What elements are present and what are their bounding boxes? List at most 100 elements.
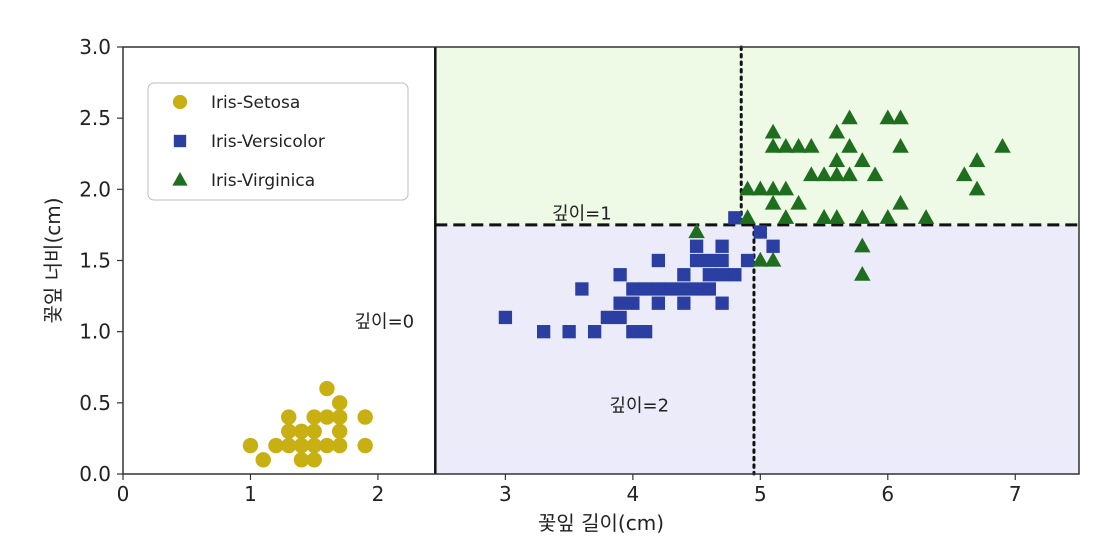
depth-label-2: 깊이=2: [609, 396, 669, 417]
point-triangle-33: [956, 166, 973, 182]
point-circle-18: [331, 409, 348, 425]
point-triangle-29: [892, 194, 909, 210]
point-triangle-18: [828, 209, 846, 224]
point-square-17: [664, 282, 678, 296]
point-square-22: [689, 253, 704, 268]
point-square-32: [753, 225, 767, 239]
point-circle-4: [281, 423, 297, 439]
y-tick-label: 1.5: [79, 249, 111, 273]
point-triangle-15: [803, 137, 820, 153]
point-triangle-30: [892, 137, 909, 153]
point-triangle-1: [739, 209, 756, 224]
series-iris-virginica: [688, 109, 1011, 281]
point-square-3: [575, 282, 589, 296]
depth-label-0: 깊이=0: [354, 312, 414, 333]
point-triangle-41: [777, 209, 795, 224]
y-axis-label: 꽃잎 너비(cm): [41, 197, 65, 323]
y-tick-label: 3.0: [79, 35, 111, 59]
point-circle-12: [306, 409, 322, 425]
point-circle-15: [319, 380, 335, 397]
point-triangle-7: [764, 180, 782, 196]
point-triangle-23: [841, 109, 858, 125]
point-square-25: [702, 253, 716, 268]
legend-marker-triangle: [172, 171, 188, 186]
point-triangle-22: [841, 137, 858, 153]
point-square-29: [728, 268, 742, 282]
point-circle-10: [306, 437, 322, 454]
point-triangle-11: [777, 137, 795, 153]
point-circle-14: [319, 409, 335, 425]
y-tick-label: 1.0: [79, 320, 111, 344]
point-triangle-24: [854, 266, 871, 281]
point-circle-21: [357, 409, 373, 425]
legend-box: [147, 82, 409, 201]
point-triangle-9: [764, 123, 782, 139]
point-triangle-14: [803, 166, 820, 182]
point-triangle-26: [854, 152, 871, 167]
point-triangle-17: [815, 166, 833, 182]
point-circle-17: [331, 423, 348, 439]
point-circle-9: [306, 452, 322, 468]
point-square-14: [651, 296, 666, 310]
x-tick-label: 6: [881, 482, 894, 506]
point-square-19: [677, 282, 691, 296]
y-tick-label: 2.0: [79, 177, 111, 201]
point-triangle-2: [739, 180, 756, 196]
point-triangle-38: [866, 166, 884, 182]
point-square-11: [626, 282, 640, 296]
point-square-9: [626, 325, 640, 339]
point-circle-3: [281, 437, 297, 454]
axis-ticks: 0 1 2 3 4 5 6 7 0.0 0.5 1.0 1.5 2.0 2.5 3.0: [79, 35, 1021, 506]
x-axis-label: 꽃잎 길이(cm): [538, 511, 664, 535]
point-circle-13: [319, 437, 335, 454]
legend-item-iris-versicolor: Iris-Versicolor: [173, 132, 325, 152]
point-circle-1: [255, 452, 271, 468]
x-tick-label: 4: [626, 482, 639, 506]
point-circle-7: [293, 437, 310, 454]
legend: Iris-Setosa Iris-Versicolor Iris-Virginica: [147, 82, 409, 201]
point-square-15: [651, 282, 666, 296]
legend-label: Iris-Virginica: [211, 171, 315, 191]
x-tick-label: 1: [244, 482, 257, 506]
point-triangle-13: [790, 137, 807, 153]
point-square-12: [638, 325, 653, 339]
point-circle-6: [293, 452, 310, 468]
point-circle-19: [331, 395, 348, 411]
point-square-24: [702, 268, 716, 282]
point-circle-8: [293, 423, 310, 439]
point-triangle-0: [688, 223, 705, 239]
legend-marker-square: [173, 134, 187, 148]
x-tick-label: 0: [117, 482, 130, 506]
legend-marker-circle: [172, 94, 188, 110]
legend-item-iris-setosa: Iris-Setosa: [172, 93, 300, 113]
point-square-13: [638, 282, 653, 296]
legend-label: Iris-Setosa: [211, 93, 300, 113]
point-triangle-34: [968, 180, 986, 196]
y-tick-label: 0.0: [79, 462, 111, 486]
point-circle-0: [242, 437, 259, 454]
point-square-33: [766, 239, 780, 253]
point-triangle-10: [777, 180, 795, 196]
point-square-26: [715, 296, 729, 310]
point-triangle-31: [892, 109, 909, 125]
point-triangle-35: [968, 152, 986, 167]
point-square-16: [651, 253, 666, 268]
point-square-6: [613, 310, 627, 325]
point-square-7: [613, 296, 627, 310]
point-triangle-4: [752, 180, 769, 196]
point-triangle-39: [815, 209, 833, 224]
point-square-5: [600, 310, 615, 325]
point-circle-11: [306, 423, 322, 439]
point-square-30: [740, 253, 755, 268]
decision-boundaries: [434, 45, 1079, 476]
x-tick-label: 2: [372, 482, 385, 506]
depth-label-1: 깊이=1: [552, 204, 612, 225]
point-square-21: [689, 282, 704, 296]
point-triangle-8: [764, 137, 782, 153]
point-triangle-37: [854, 237, 871, 253]
point-square-10: [626, 296, 640, 310]
point-square-8: [613, 268, 627, 282]
point-square-31: [728, 211, 742, 225]
point-square-27: [715, 268, 729, 282]
point-triangle-25: [854, 209, 871, 224]
